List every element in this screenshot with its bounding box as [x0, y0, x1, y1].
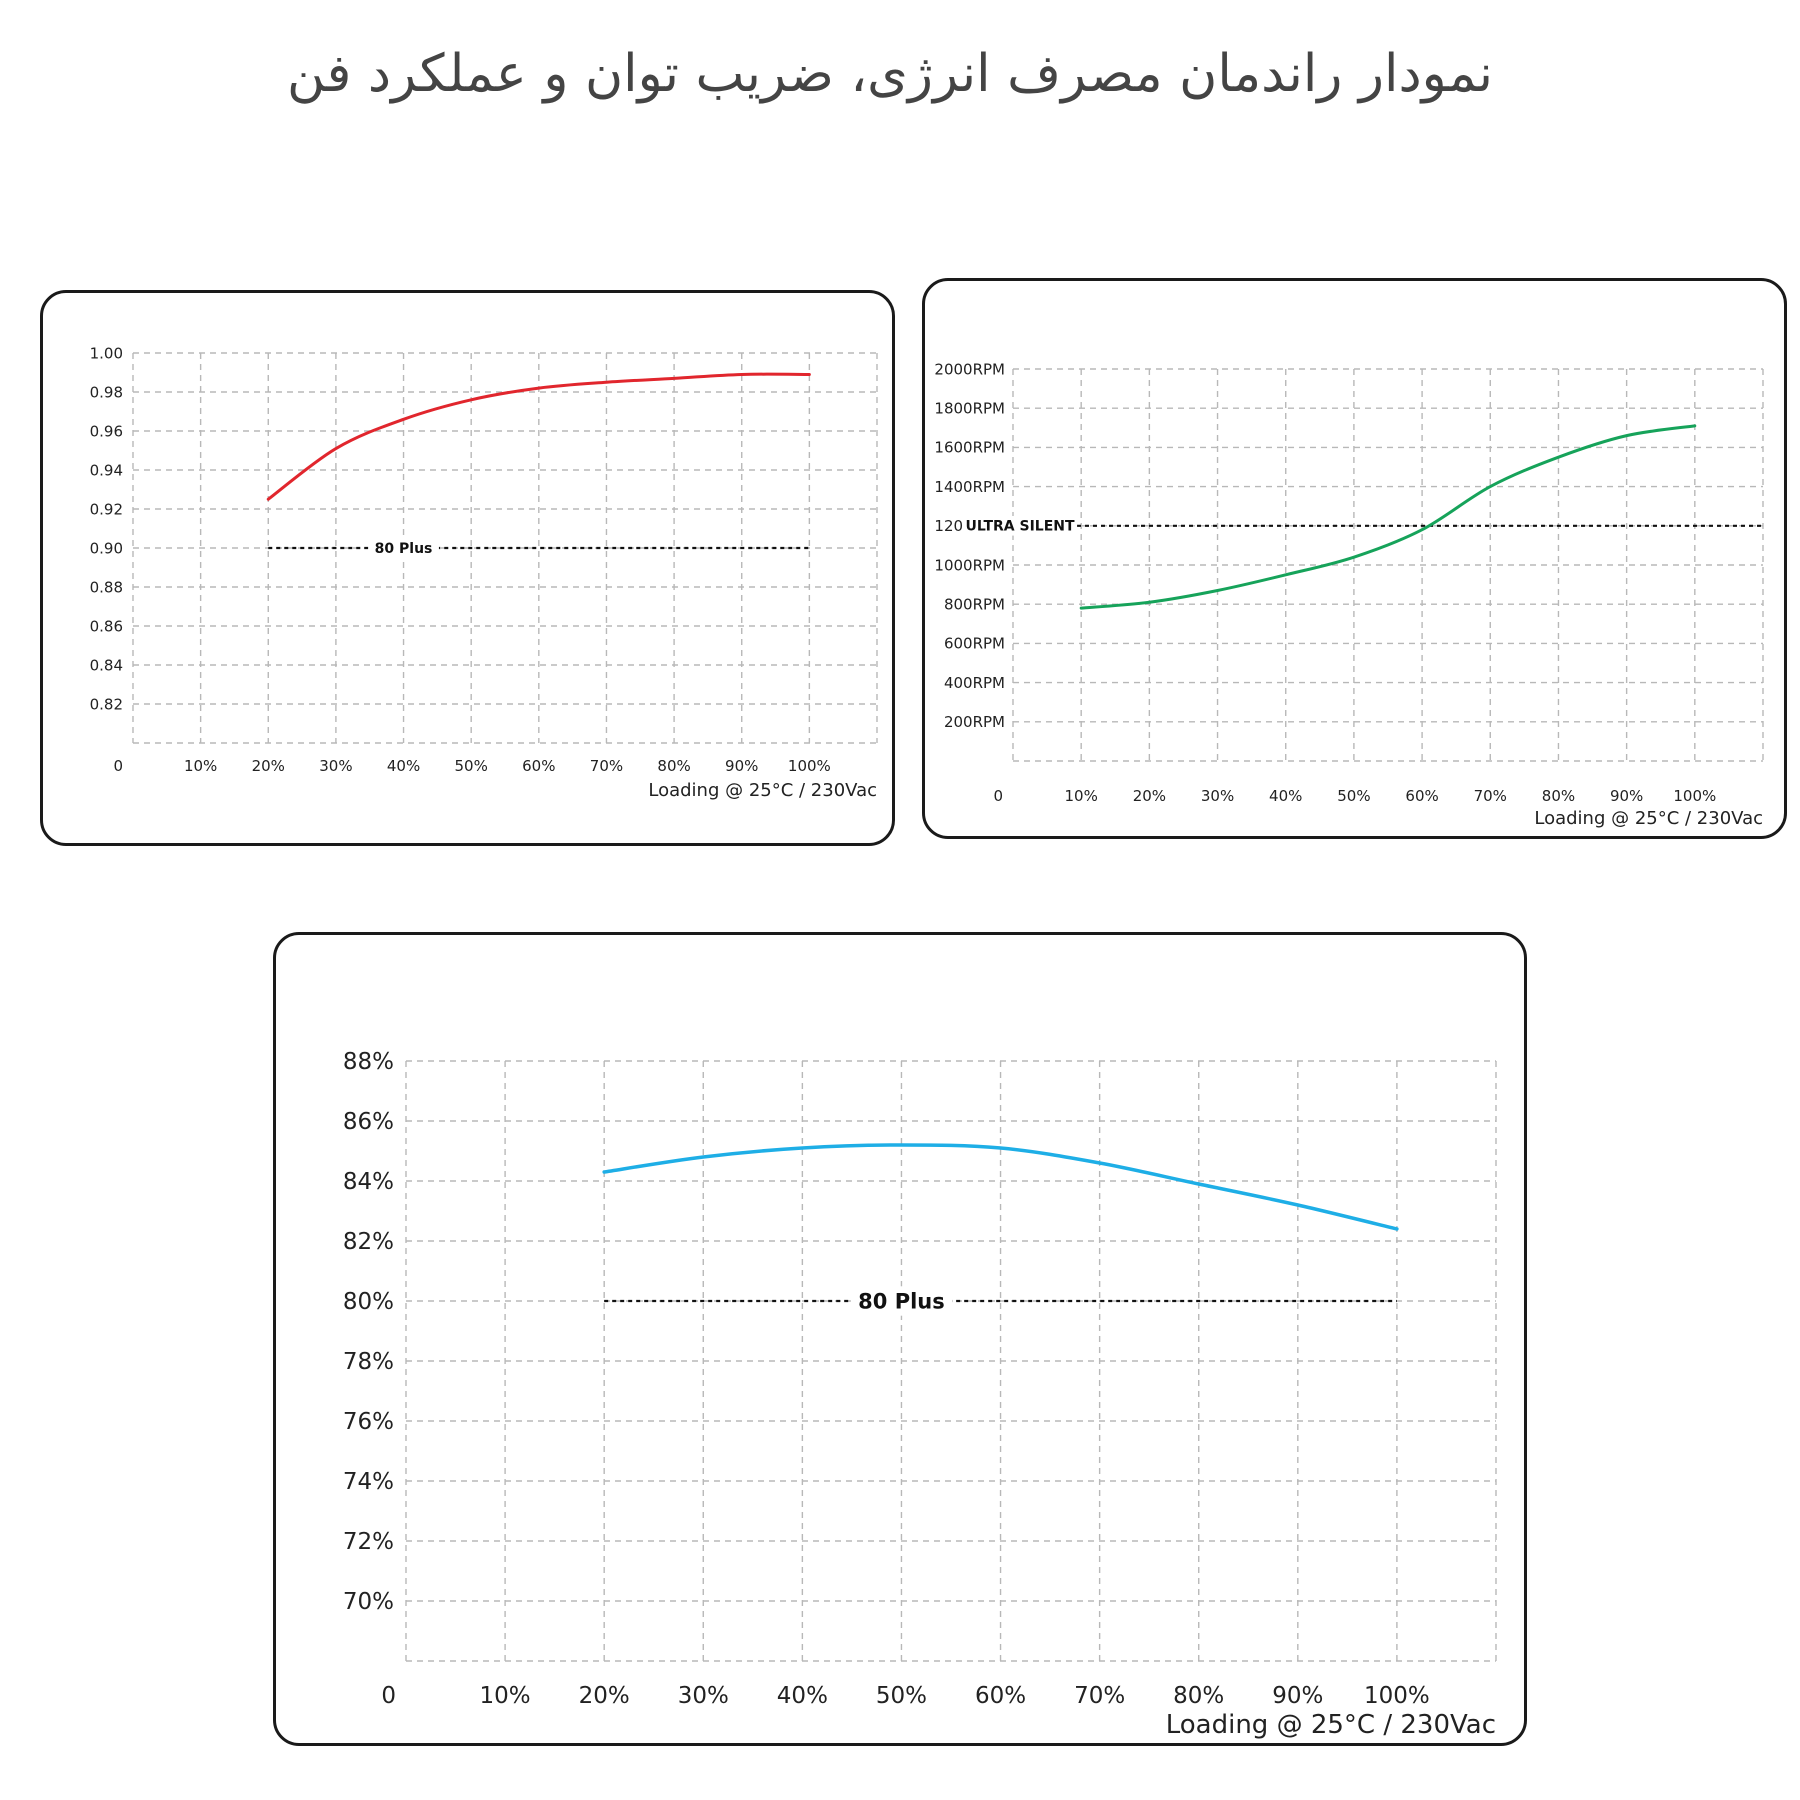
power-factor-y-tick-label: 0.98: [90, 383, 123, 401]
fan-speed-y-tick-label: 1400RPM: [934, 478, 1005, 496]
power-factor-chart: 1.00 0.98 0.96 0.94 0.92 0.90 0.88 0.86 0.84 0.82…: [90, 344, 878, 801]
fan-speed-x-tick-label: 100%: [1673, 787, 1716, 805]
power-factor-y-tick-label: 0.82: [90, 695, 123, 713]
efficiency-y-tick-label: 82%: [343, 1229, 394, 1255]
efficiency-reference-label: 80 Plus: [858, 1289, 945, 1313]
fan-speed-y-tick-label: 600RPM: [944, 635, 1005, 653]
power-factor-chart-panel: 1.00 0.98 0.96 0.94 0.92 0.90 0.88 0.86 0.84 0.82…: [40, 290, 895, 846]
power-factor-x-tick-label: 90%: [725, 757, 758, 775]
power-factor-y-tick-label: 0.94: [90, 461, 123, 479]
efficiency-y-tick-label: 84%: [343, 1169, 394, 1195]
power-factor-x-tick-label: 70%: [590, 757, 623, 775]
power-factor-reference-label-bg: [368, 538, 439, 558]
power-factor-y-tick-label: 0.88: [90, 578, 123, 596]
power-factor-y-tick-label: 0.96: [90, 422, 123, 440]
efficiency-origin-label: 0: [381, 1683, 396, 1709]
power-factor-x-axis-label: Loading @ 25°C / 230Vac: [648, 780, 877, 801]
efficiency-x-tick-label: 70%: [1074, 1683, 1125, 1709]
power-factor-x-tick-label: 100%: [788, 757, 831, 775]
fan-speed-reference-label-bg: [962, 516, 1078, 536]
efficiency-x-tick-label: 50%: [876, 1683, 927, 1709]
efficiency-x-tick-label: 30%: [678, 1683, 729, 1709]
power-factor-x-tick-label: 80%: [657, 757, 690, 775]
power-factor-reference-label: 80 Plus: [375, 541, 433, 557]
fan-speed-y-tick-label: 400RPM: [944, 674, 1005, 692]
power-factor-origin-label: 0: [113, 757, 123, 775]
efficiency-y-tick-label: 72%: [343, 1529, 394, 1555]
power-factor-x-tick-label: 10%: [184, 757, 217, 775]
efficiency-x-tick-label: 90%: [1272, 1683, 1323, 1709]
efficiency-x-tick-label: 40%: [777, 1683, 828, 1709]
fan-speed-y-tick-label: 2000RPM: [934, 360, 1005, 378]
power-factor-y-tick-label: 0.86: [90, 617, 123, 635]
efficiency-chart-panel: 88% 86% 84% 82% 80% 78% 76% 74% 72% 70% 10% 20% 30% 4…: [273, 932, 1527, 1746]
power-factor-x-tick-label: 30%: [319, 757, 352, 775]
efficiency-y-tick-label: 80%: [343, 1289, 394, 1315]
page-title: نمودار راندمان مصرف انرژی، ضریب توان و ع…: [286, 44, 1494, 104]
efficiency-y-tick-label: 70%: [343, 1589, 394, 1615]
efficiency-x-tick-label: 20%: [579, 1683, 630, 1709]
fan-speed-x-tick-label: 40%: [1269, 787, 1302, 805]
power-factor-y-tick-label: 0.92: [90, 500, 123, 518]
efficiency-reference-label-bg: [850, 1286, 953, 1316]
fan-speed-y-tick-label: 800RPM: [944, 595, 1005, 613]
fan-speed-x-tick-label: 90%: [1610, 787, 1643, 805]
fan-speed-x-tick-label: 50%: [1337, 787, 1370, 805]
efficiency-y-tick-label: 78%: [343, 1349, 394, 1375]
fan-speed-chart: 2000RPM1800RPM1600RPM1400RPM1200RPM1000R…: [934, 360, 1764, 829]
fan-speed-x-tick-label: 70%: [1474, 787, 1507, 805]
fan-speed-series-line: [1079, 424, 1697, 610]
efficiency-y-tick-label: 76%: [343, 1409, 394, 1435]
power-factor-x-tick-label: 50%: [455, 757, 488, 775]
power-factor-series-line: [266, 372, 811, 501]
fan-speed-y-tick-label: 1600RPM: [934, 439, 1005, 457]
fan-speed-x-tick-label: 30%: [1201, 787, 1234, 805]
power-factor-x-tick-label: 40%: [387, 757, 420, 775]
fan-speed-origin-label: 0: [993, 787, 1003, 805]
fan-speed-y-tick-label: 1000RPM: [934, 556, 1005, 574]
fan-speed-y-tick-label: 200RPM: [944, 713, 1005, 731]
power-factor-x-tick-label: 60%: [522, 757, 555, 775]
fan-speed-x-tick-label: 80%: [1542, 787, 1575, 805]
efficiency-chart: 88% 86% 84% 82% 80% 78% 76% 74% 72% 70% 10% 20% 30% 4…: [343, 1049, 1497, 1740]
power-factor-y-tick-label: 0.90: [90, 539, 123, 557]
fan-speed-x-tick-label: 60%: [1405, 787, 1438, 805]
efficiency-y-tick-label: 86%: [343, 1109, 394, 1135]
fan-speed-reference-label: ULTRA SILENT: [965, 519, 1075, 535]
power-factor-y-tick-label: 0.84: [90, 656, 123, 674]
efficiency-x-tick-label: 100%: [1364, 1683, 1430, 1709]
fan-speed-x-tick-label: 10%: [1065, 787, 1098, 805]
efficiency-series-line: [602, 1143, 1399, 1231]
efficiency-x-tick-label: 80%: [1173, 1683, 1224, 1709]
efficiency-x-axis-label: Loading @ 25°C / 230Vac: [1166, 1710, 1496, 1740]
efficiency-x-tick-label: 10%: [480, 1683, 531, 1709]
power-factor-x-tick-label: 20%: [252, 757, 285, 775]
fan-speed-x-tick-label: 20%: [1133, 787, 1166, 805]
fan-speed-x-axis-label: Loading @ 25°C / 230Vac: [1534, 808, 1763, 829]
efficiency-x-tick-label: 60%: [975, 1683, 1026, 1709]
power-factor-y-tick-label: 1.00: [90, 344, 123, 362]
fan-speed-y-tick-label: 1800RPM: [934, 399, 1005, 417]
efficiency-y-tick-label: 74%: [343, 1469, 394, 1495]
efficiency-y-tick-label: 88%: [343, 1049, 394, 1075]
fan-speed-chart-panel: 2000RPM1800RPM1600RPM1400RPM1200RPM1000R…: [922, 278, 1787, 839]
